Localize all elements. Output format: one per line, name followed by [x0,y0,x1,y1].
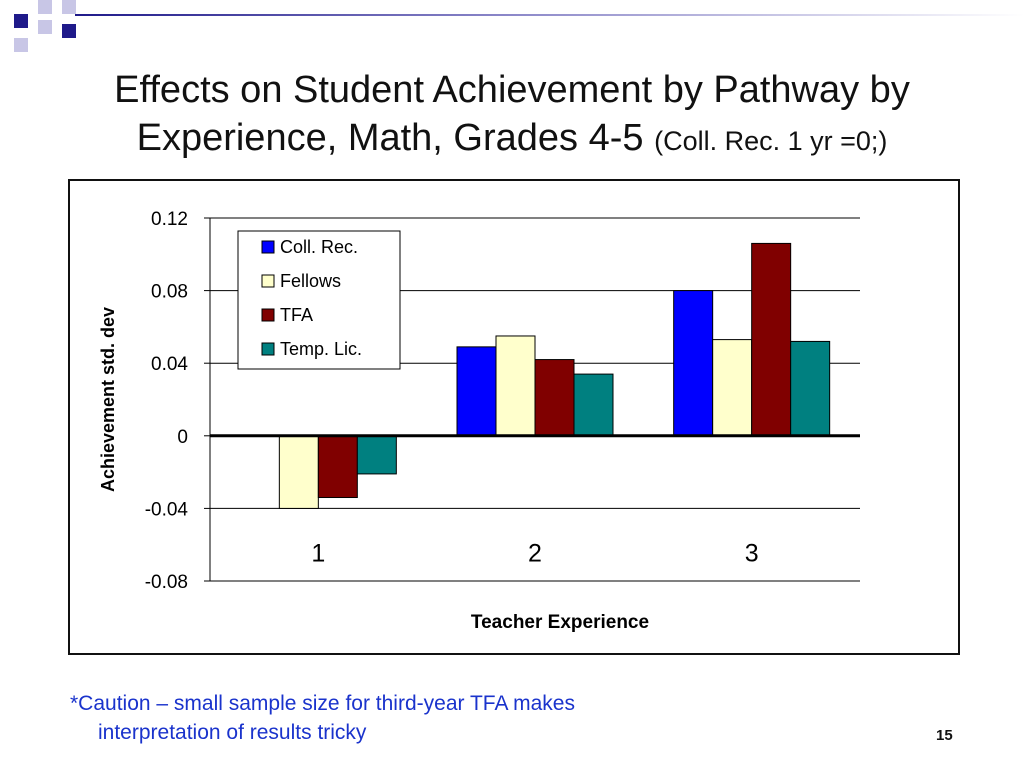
y-tick-label: 0.12 [151,209,188,230]
corner-square-dark [62,24,76,38]
legend-label: Temp. Lic. [280,339,362,359]
title-line-1: Effects on Student Achievement by Pathwa… [114,69,910,111]
header-rule [75,14,1024,16]
corner-square-light [62,0,76,14]
bar-temp-lic-3 [790,340,831,437]
bar-tfa-2 [534,359,575,437]
y-tick-label: 0.04 [151,354,188,375]
y-tick-label: -0.04 [145,499,189,520]
x-category-label: 1 [311,539,325,567]
y-tick-label: -0.08 [145,572,188,593]
y-tick-label: 0 [177,427,188,448]
corner-square-light [38,20,52,34]
x-category-label: 3 [745,539,759,567]
x-category-label: 2 [528,539,542,567]
chart-frame: 0.12 0.08 0.04 0 -0.04 -0.08 1 2 3 Teacher Experi… [68,179,960,655]
bar-temp-lic-2 [573,373,614,437]
legend-label: TFA [280,305,313,325]
corner-square-light [38,0,52,14]
y-tick-label: 0.08 [151,282,188,303]
footnote-line-2: interpretation of results tricky [98,721,367,744]
footnote-line-1: *Caution – small sample size for third-y… [70,692,575,715]
page-number: 15 [936,727,953,744]
title-line-2: Experience, Math, Grades 4-5 [136,117,644,159]
legend-label: Fellows [280,271,341,291]
legend-swatch [261,240,275,254]
bar-fellows-3 [712,339,753,437]
bar-fellows-2 [495,335,536,437]
corner-square-light [14,38,28,52]
bar-tfa-3 [751,242,792,437]
legend-swatch [261,308,275,322]
legend-swatch [261,342,275,356]
x-axis-title: Teacher Experience [471,612,649,633]
y-axis-title: Achievement std. dev [98,307,118,492]
legend-swatch [261,274,275,288]
bar-coll-rec-2 [456,346,497,437]
title-note: (Coll. Rec. 1 yr =0;) [654,126,888,156]
bar-temp-lic-1 [356,435,397,475]
slide-title: Effects on Student Achievement by Pathwa… [0,66,1024,165]
bar-fellows-1 [278,435,319,509]
bar-chart: 0.12 0.08 0.04 0 -0.04 -0.08 1 2 3 Teacher Experi… [98,209,860,633]
legend-label: Coll. Rec. [280,237,358,257]
footnote: *Caution – small sample size for third-y… [70,689,770,747]
bar-tfa-1 [317,435,358,499]
corner-square-dark [14,14,28,28]
bar-coll-rec-3 [673,290,714,437]
